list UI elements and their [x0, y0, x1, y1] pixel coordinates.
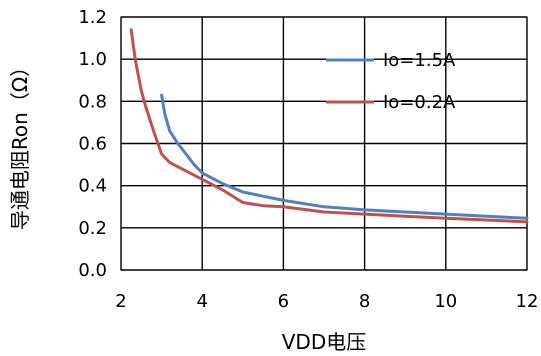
legend: Io=1.5A Io=0.2A: [326, 50, 456, 113]
x-tick-label-3: 8: [359, 291, 370, 312]
y-tick-labels: 0.0 0.2 0.4 0.6 0.8 1.0 1.2: [78, 7, 107, 281]
x-tick-label-1: 4: [196, 291, 207, 312]
legend-label-1: Io=0.2A: [383, 92, 456, 113]
y-tick-label-0: 0.0: [78, 260, 107, 281]
x-tick-labels: 2 4 6 8 10 12: [115, 291, 538, 312]
y-tick-label-1: 0.2: [78, 218, 107, 239]
x-tick-label-2: 6: [278, 291, 289, 312]
y-tick-label-2: 0.4: [78, 176, 107, 197]
legend-label-0: Io=1.5A: [383, 50, 456, 71]
x-tick-label-0: 2: [115, 291, 126, 312]
y-tick-label-5: 1.0: [78, 49, 107, 70]
plot-area-frame: [120, 16, 528, 271]
y-tick-label-3: 0.6: [78, 134, 107, 155]
series-lines: [129, 28, 529, 224]
x-tick-label-5: 12: [516, 291, 539, 312]
x-tick-label-4: 10: [434, 291, 457, 312]
y-axis-title: 导通电阻Ron（Ω）: [8, 57, 32, 230]
x-axis-title: VDD电压: [282, 330, 366, 354]
y-tick-label-6: 1.2: [78, 7, 107, 28]
y-tick-label-4: 0.8: [78, 91, 107, 112]
series-line-1: [129, 28, 529, 224]
series-line-0: [160, 93, 529, 220]
